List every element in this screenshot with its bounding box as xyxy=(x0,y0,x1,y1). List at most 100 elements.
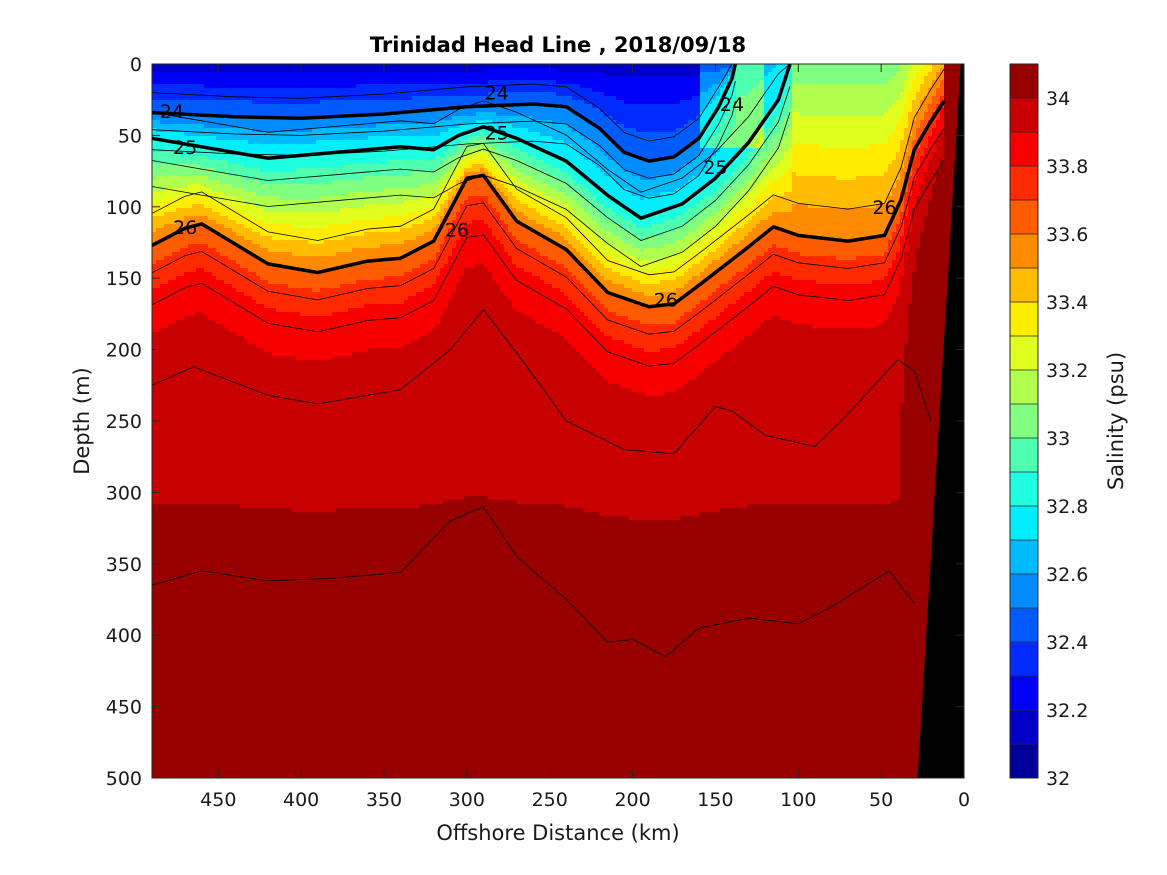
heatmap-cell xyxy=(172,64,177,69)
heatmap-cell xyxy=(160,168,165,173)
heatmap-cell xyxy=(152,104,157,109)
heatmap-cell xyxy=(168,272,173,277)
heatmap-cell xyxy=(164,508,169,513)
heatmap-cell xyxy=(152,396,157,401)
heatmap-cell xyxy=(168,436,173,441)
heatmap-cell xyxy=(172,80,177,85)
heatmap-cell xyxy=(152,416,157,421)
heatmap-cell xyxy=(152,648,157,653)
heatmap-cell xyxy=(156,224,161,229)
heatmap-cell xyxy=(172,304,177,309)
heatmap-cell xyxy=(164,364,169,369)
heatmap-cell xyxy=(156,744,161,749)
heatmap-cell xyxy=(164,440,169,445)
heatmap-cell xyxy=(156,552,161,557)
heatmap-cell xyxy=(160,752,165,757)
heatmap-cell xyxy=(152,536,157,541)
heatmap-cell xyxy=(156,544,161,549)
heatmap-cell xyxy=(168,368,173,373)
heatmap-cell xyxy=(156,424,161,429)
heatmap-cell xyxy=(152,144,157,149)
heatmap-cell xyxy=(160,284,165,289)
heatmap-cell xyxy=(160,648,165,653)
heatmap-cell xyxy=(156,692,161,697)
heatmap-cell xyxy=(160,616,165,621)
heatmap-cell xyxy=(168,428,173,433)
heatmap-cell xyxy=(168,548,173,553)
heatmap-cell xyxy=(156,736,161,741)
heatmap-cell xyxy=(152,232,157,237)
heatmap-cell xyxy=(160,492,165,497)
heatmap-cell xyxy=(164,328,169,333)
heatmap-cell xyxy=(168,756,173,761)
heatmap-cell xyxy=(152,100,157,105)
heatmap-cell xyxy=(168,748,173,753)
heatmap-cell xyxy=(156,696,161,701)
heatmap-cell xyxy=(164,300,169,305)
heatmap-cell xyxy=(152,616,157,621)
heatmap-cell xyxy=(168,536,173,541)
heatmap-cell xyxy=(172,244,177,249)
heatmap-cell xyxy=(160,444,165,449)
heatmap-cell xyxy=(168,412,173,417)
heatmap-cell xyxy=(164,184,169,189)
heatmap-cell xyxy=(168,708,173,713)
heatmap-cell xyxy=(152,540,157,545)
heatmap-cell xyxy=(168,448,173,453)
heatmap-cell xyxy=(168,384,173,389)
heatmap-cell xyxy=(156,608,161,613)
heatmap-cell xyxy=(156,320,161,325)
heatmap-cell xyxy=(160,756,165,761)
heatmap-cell xyxy=(160,272,165,277)
heatmap-cell xyxy=(160,88,165,93)
heatmap-cell xyxy=(168,704,173,709)
heatmap-cell xyxy=(156,232,161,237)
heatmap-cell xyxy=(168,124,173,129)
heatmap-cell xyxy=(152,724,157,729)
heatmap-cell xyxy=(160,744,165,749)
heatmap-cell xyxy=(160,200,165,205)
heatmap-cell xyxy=(164,668,169,673)
heatmap-cell xyxy=(156,172,161,177)
heatmap-cell xyxy=(160,660,165,665)
heatmap-cell xyxy=(164,740,169,745)
heatmap-cell xyxy=(164,368,169,373)
heatmap-cell xyxy=(164,252,169,257)
heatmap-cell xyxy=(164,540,169,545)
heatmap-cell xyxy=(152,748,157,753)
heatmap-cell xyxy=(160,224,165,229)
heatmap-cell xyxy=(164,380,169,385)
heatmap-cell xyxy=(172,172,177,177)
heatmap-cell xyxy=(168,628,173,633)
heatmap-cell xyxy=(168,400,173,405)
heatmap-cell xyxy=(168,240,173,245)
heatmap-cell xyxy=(164,716,169,721)
heatmap-cell xyxy=(156,768,161,773)
heatmap-cell xyxy=(168,416,173,421)
heatmap-cell xyxy=(152,744,157,749)
heatmap-cell xyxy=(152,376,157,381)
heatmap-cell xyxy=(156,588,161,593)
heatmap-cell xyxy=(156,448,161,453)
heatmap-cell xyxy=(160,712,165,717)
heatmap-cell xyxy=(152,644,157,649)
heatmap-cell xyxy=(164,656,169,661)
heatmap-cell xyxy=(168,600,173,605)
heatmap-cell xyxy=(168,720,173,725)
heatmap-cell xyxy=(164,416,169,421)
heatmap-cell xyxy=(168,444,173,449)
heatmap-cell xyxy=(152,296,157,301)
heatmap-cell xyxy=(168,692,173,697)
heatmap-cell xyxy=(152,84,157,89)
heatmap-cell xyxy=(156,640,161,645)
heatmap-cell xyxy=(164,392,169,397)
heatmap-cell xyxy=(156,468,161,473)
heatmap-cell xyxy=(172,328,177,333)
heatmap-cell xyxy=(156,284,161,289)
heatmap-cell xyxy=(168,324,173,329)
heatmap-cell xyxy=(164,640,169,645)
heatmap-cell xyxy=(160,396,165,401)
heatmap-cell xyxy=(168,176,173,181)
heatmap-cell xyxy=(164,308,169,313)
heatmap-cell xyxy=(164,248,169,253)
